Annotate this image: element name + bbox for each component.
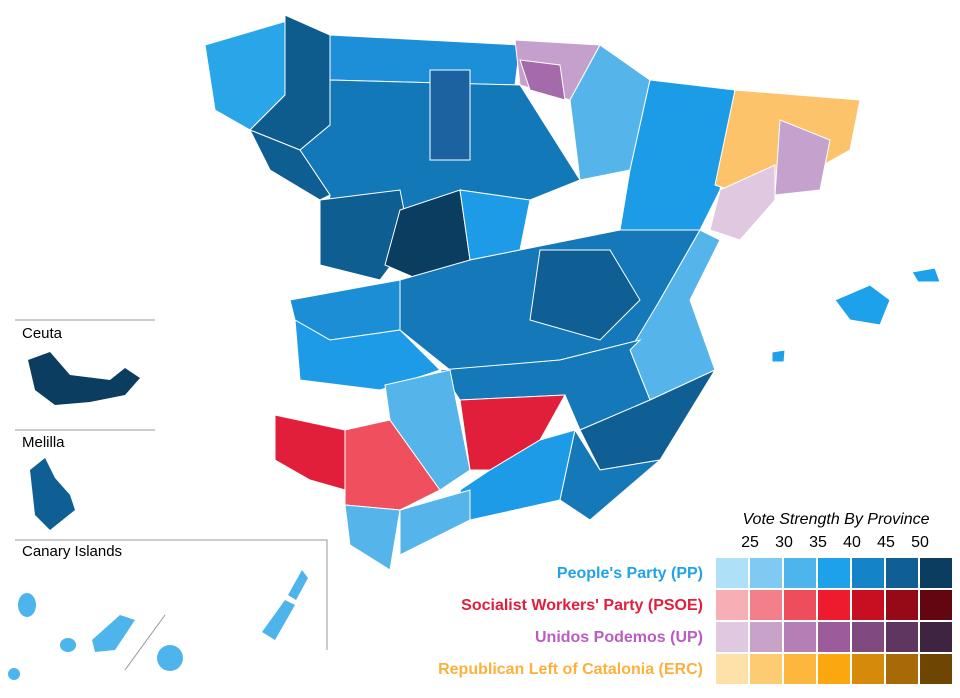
island bbox=[911, 267, 941, 283]
island bbox=[157, 645, 183, 671]
legend-swatch bbox=[920, 622, 952, 652]
island bbox=[92, 615, 135, 652]
province bbox=[429, 69, 471, 161]
party-name: Republican Left of Catalonia (ERC) bbox=[438, 661, 703, 678]
party-name: Unidos Podemos (UP) bbox=[535, 629, 703, 646]
legend-swatch bbox=[818, 590, 850, 620]
inset-label: Canary Islands bbox=[22, 543, 122, 560]
legend-tick: 45 bbox=[877, 534, 895, 551]
legend-tick: 35 bbox=[809, 534, 827, 551]
party-name: People's Party (PP) bbox=[557, 565, 703, 582]
legend-tick: 25 bbox=[741, 534, 759, 551]
legend-swatch bbox=[750, 590, 782, 620]
province bbox=[384, 369, 471, 491]
inset-label: Melilla bbox=[22, 434, 65, 451]
party-name: Socialist Workers' Party (PSOE) bbox=[461, 597, 703, 614]
legend-swatch bbox=[750, 622, 782, 652]
legend: 25 30 35 40 45 50 People's Party (PP) Socialist… bbox=[438, 534, 952, 684]
legend-swatch bbox=[818, 622, 850, 652]
province bbox=[559, 428, 662, 521]
island bbox=[60, 638, 76, 652]
provinces bbox=[204, 14, 941, 571]
legend-swatch bbox=[716, 622, 748, 652]
island bbox=[262, 600, 295, 640]
province bbox=[329, 34, 521, 86]
province bbox=[274, 414, 346, 491]
island bbox=[834, 284, 891, 326]
legend-swatch bbox=[886, 654, 918, 684]
legend-swatch bbox=[818, 558, 850, 588]
legend-swatch bbox=[784, 654, 816, 684]
legend-swatch bbox=[886, 558, 918, 588]
legend-tick: 40 bbox=[843, 534, 861, 551]
legend-swatch bbox=[920, 654, 952, 684]
legend-swatch bbox=[852, 590, 884, 620]
province bbox=[399, 489, 471, 556]
island bbox=[8, 668, 20, 680]
island bbox=[288, 570, 308, 600]
legend-tick: 50 bbox=[911, 534, 929, 551]
legend-swatch bbox=[716, 590, 748, 620]
province bbox=[459, 189, 531, 261]
legend-swatch bbox=[886, 622, 918, 652]
legend-swatch bbox=[750, 558, 782, 588]
legend-swatch bbox=[886, 590, 918, 620]
ceuta-shape bbox=[28, 352, 140, 405]
legend-swatch bbox=[784, 622, 816, 652]
melilla-shape bbox=[30, 458, 75, 530]
legend-swatch bbox=[784, 590, 816, 620]
legend-swatch bbox=[784, 558, 816, 588]
province bbox=[774, 119, 831, 196]
legend-swatch bbox=[716, 654, 748, 684]
legend-tick: 30 bbox=[775, 534, 793, 551]
province bbox=[519, 59, 566, 101]
legend-swatch bbox=[818, 654, 850, 684]
inset-border bbox=[15, 539, 328, 650]
province bbox=[344, 419, 441, 511]
province bbox=[709, 164, 776, 241]
island bbox=[771, 349, 786, 363]
province bbox=[248, 129, 331, 201]
legend-swatch bbox=[920, 558, 952, 588]
province bbox=[529, 249, 641, 341]
legend-swatch bbox=[750, 654, 782, 684]
legend-swatch bbox=[716, 558, 748, 588]
legend-swatch bbox=[920, 590, 952, 620]
island bbox=[18, 593, 36, 617]
legend-swatch bbox=[852, 558, 884, 588]
inset-border bbox=[124, 614, 166, 671]
legend-swatch bbox=[852, 622, 884, 652]
legend-swatch bbox=[852, 654, 884, 684]
province bbox=[344, 504, 401, 571]
inset-label: Ceuta bbox=[22, 325, 63, 342]
insets bbox=[15, 319, 328, 671]
canary-islands bbox=[8, 570, 308, 680]
legend-title: Vote Strength By Province bbox=[742, 511, 929, 528]
